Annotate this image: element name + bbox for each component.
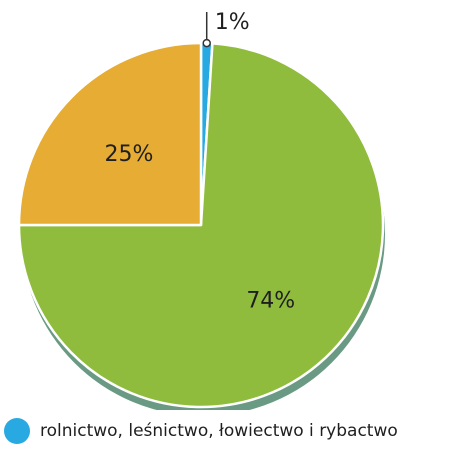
slices-layer xyxy=(17,41,385,410)
slice-label-1-percent: 1% xyxy=(215,10,250,35)
legend-label: rolnictwo, leśnictwo, łowiectwo i rybact… xyxy=(40,421,398,441)
labels-layer: 1% 74% 25% xyxy=(104,10,295,313)
slice-label-25-percent: 25% xyxy=(104,142,153,167)
legend-marker xyxy=(4,418,30,444)
pie-slice-25-percent xyxy=(17,41,203,227)
pie-chart: 1% 74% 25% xyxy=(17,10,385,410)
slice-label-74-percent: 74% xyxy=(246,288,295,313)
legend: rolnictwo, leśnictwo, łowiectwo i rybact… xyxy=(4,418,398,444)
leader-marker xyxy=(202,38,211,48)
